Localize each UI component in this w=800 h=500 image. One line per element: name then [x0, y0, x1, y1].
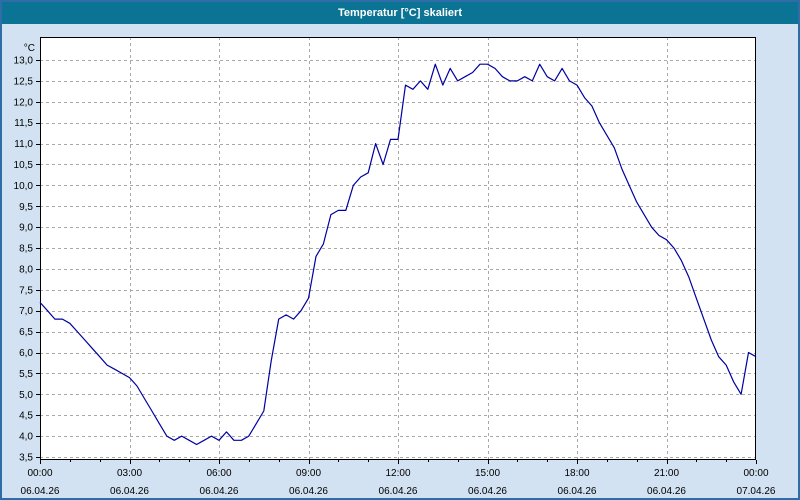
y-tick-label: 7,0 [19, 306, 33, 317]
y-tick-label: 8,0 [19, 264, 33, 275]
gridlines [40, 37, 756, 460]
y-tick-label: 11,5 [14, 118, 33, 129]
x-tick-label: 12:00 [385, 468, 410, 479]
x-tick-label: 03:00 [117, 468, 142, 479]
y-tick-label: 10,5 [14, 160, 34, 171]
y-tick-label: 6,0 [19, 348, 33, 359]
y-tick-label: 4,0 [19, 432, 33, 443]
y-tick-label: 13,0 [14, 56, 34, 67]
x-date-label: 06.04.26 [289, 486, 328, 497]
temperature-chart: °C 3,5 4,0 4,5 5,0 5,5 6,0 6,5 7,0 7,5 8,0 8,5 9,0 9,… [14, 37, 776, 497]
x-date-label: 06.04.26 [110, 486, 149, 497]
axis-ticks [36, 60, 757, 464]
y-tick-label: 12,5 [14, 76, 34, 87]
y-tick-label: 6,5 [19, 327, 33, 338]
y-tick-label: 9,0 [19, 223, 33, 234]
y-tick-label: 11,0 [14, 139, 33, 150]
y-tick-label: 12,0 [14, 97, 34, 108]
x-tick-label: 06:00 [206, 468, 231, 479]
x-date-label: 06.04.26 [647, 486, 686, 497]
x-date-label: 06.04.26 [558, 486, 597, 497]
temperature-series-line [39, 63, 757, 446]
x-date-label: 06.04.26 [21, 486, 60, 497]
x-tick-label: 18:00 [564, 468, 589, 479]
y-axis-unit-label: °C [24, 43, 35, 54]
y-tick-label: 10,0 [14, 181, 34, 192]
x-tick-label: 00:00 [27, 468, 52, 479]
chart-area: °C 3,5 4,0 4,5 5,0 5,5 6,0 6,5 7,0 7,5 8,0 8,5 9,0 9,… [2, 24, 798, 498]
window-titlebar: Temperatur [°C] skaliert [2, 2, 798, 24]
y-tick-label: 9,5 [19, 202, 33, 213]
x-date-label: 07.04.26 [737, 486, 776, 497]
x-date-label: 06.04.26 [200, 486, 239, 497]
y-tick-label: 4,5 [19, 411, 33, 422]
y-tick-label: 3,5 [19, 453, 33, 464]
window-title: Temperatur [°C] skaliert [337, 7, 462, 19]
y-tick-label: 5,5 [19, 369, 33, 380]
x-tick-label: 15:00 [475, 468, 500, 479]
x-date-label: 06.04.26 [468, 486, 507, 497]
x-tick-label: 00:00 [743, 468, 768, 479]
y-tick-label: 7,5 [19, 285, 33, 296]
y-tick-label: 8,5 [19, 244, 33, 255]
x-date-label: 06.04.26 [379, 486, 418, 497]
plot-border [40, 37, 756, 460]
y-tick-label: 5,0 [19, 390, 33, 401]
x-tick-label: 21:00 [654, 468, 679, 479]
x-tick-label: 09:00 [296, 468, 321, 479]
